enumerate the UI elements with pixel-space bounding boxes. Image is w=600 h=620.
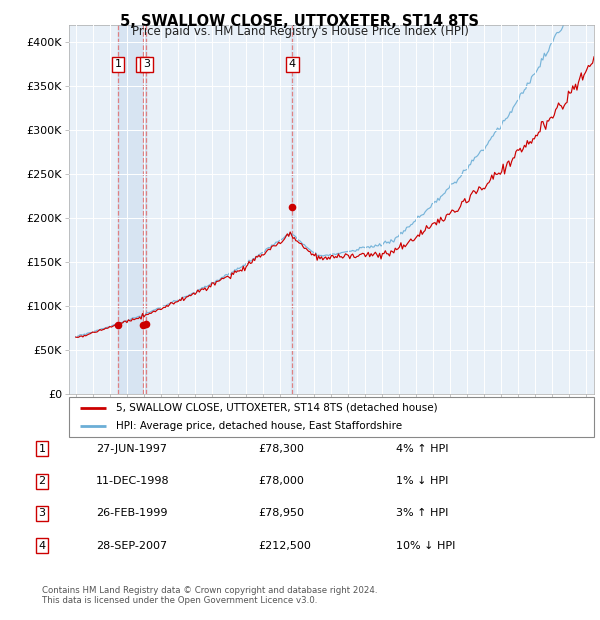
Text: 3: 3: [38, 508, 46, 518]
Text: £78,950: £78,950: [258, 508, 304, 518]
FancyBboxPatch shape: [69, 397, 594, 437]
Text: Contains HM Land Registry data © Crown copyright and database right 2024.: Contains HM Land Registry data © Crown c…: [42, 586, 377, 595]
Text: Price paid vs. HM Land Registry's House Price Index (HPI): Price paid vs. HM Land Registry's House …: [131, 25, 469, 38]
Text: 2: 2: [139, 60, 146, 69]
Text: 1: 1: [38, 444, 46, 454]
Text: This data is licensed under the Open Government Licence v3.0.: This data is licensed under the Open Gov…: [42, 596, 317, 606]
Text: 4% ↑ HPI: 4% ↑ HPI: [396, 444, 449, 454]
Text: 5, SWALLOW CLOSE, UTTOXETER, ST14 8TS: 5, SWALLOW CLOSE, UTTOXETER, ST14 8TS: [121, 14, 479, 29]
Bar: [291, 25, 293, 394]
Text: 3% ↑ HPI: 3% ↑ HPI: [396, 508, 448, 518]
Text: 5, SWALLOW CLOSE, UTTOXETER, ST14 8TS (detached house): 5, SWALLOW CLOSE, UTTOXETER, ST14 8TS (d…: [116, 402, 438, 413]
Text: 1% ↓ HPI: 1% ↓ HPI: [396, 476, 448, 486]
Text: 1: 1: [115, 60, 122, 69]
Text: 2: 2: [38, 476, 46, 486]
Bar: [118, 25, 146, 394]
Text: 26-FEB-1999: 26-FEB-1999: [96, 508, 167, 518]
Text: 10% ↓ HPI: 10% ↓ HPI: [396, 541, 455, 551]
Text: 3: 3: [143, 60, 150, 69]
Text: £78,000: £78,000: [258, 476, 304, 486]
Text: 4: 4: [38, 541, 46, 551]
Text: 28-SEP-2007: 28-SEP-2007: [96, 541, 167, 551]
Text: HPI: Average price, detached house, East Staffordshire: HPI: Average price, detached house, East…: [116, 421, 403, 432]
Text: 4: 4: [289, 60, 296, 69]
Text: 27-JUN-1997: 27-JUN-1997: [96, 444, 167, 454]
Text: £212,500: £212,500: [258, 541, 311, 551]
Text: £78,300: £78,300: [258, 444, 304, 454]
Text: 11-DEC-1998: 11-DEC-1998: [96, 476, 170, 486]
